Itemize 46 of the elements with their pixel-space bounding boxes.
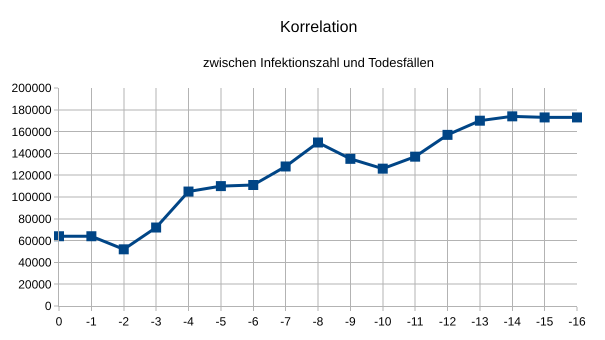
x-tick-label: -4: [183, 314, 194, 328]
point: [86, 231, 96, 242]
x-tick-label: -15: [536, 314, 554, 328]
point: [118, 244, 129, 254]
point: [410, 152, 420, 162]
chart-subtitle: zwischen Infektionszahl und Todesfällen: [203, 55, 434, 70]
point: [378, 164, 388, 174]
y-tick-label: 20000: [18, 277, 52, 292]
point: [345, 154, 356, 164]
y-tick-label: 40000: [18, 256, 52, 270]
y-tick-label: 140000: [12, 146, 52, 161]
point: [151, 222, 162, 233]
x-tick-label: -11: [406, 314, 424, 328]
point: [248, 180, 258, 190]
x-tick-label: -7: [280, 314, 292, 328]
point: [280, 161, 291, 172]
point: [474, 116, 485, 126]
y-tick-label: 100000: [12, 190, 52, 204]
point: [216, 181, 226, 192]
x-tick-label: -5: [216, 314, 227, 328]
y-tick-label: 160000: [12, 124, 52, 139]
x-tick-label: 0: [56, 314, 63, 328]
y-tick-label: 180000: [12, 103, 52, 117]
point: [442, 130, 452, 140]
y-tick-label: 60000: [18, 234, 52, 248]
x-tick-label: -6: [248, 314, 259, 328]
point: [507, 111, 518, 122]
point: [313, 138, 323, 148]
y-tick-label: 0: [44, 299, 52, 314]
point: [184, 186, 194, 197]
x-tick-label: -8: [312, 314, 324, 328]
x-tick-label: -2: [118, 314, 130, 328]
x-tick-label: -10: [374, 314, 392, 328]
point: [572, 112, 582, 122]
y-tick-label: 80000: [18, 212, 52, 226]
y-tick-label: 200000: [12, 81, 52, 96]
x-tick-label: -13: [471, 314, 489, 328]
x-tick-label: -12: [438, 314, 456, 328]
chart-title: Korrelation: [280, 19, 358, 36]
x-tick-label: -1: [86, 314, 98, 328]
x-tick-label: -16: [568, 314, 586, 328]
point: [540, 112, 550, 122]
x-tick-label: -14: [504, 314, 522, 328]
x-tick-label: -3: [150, 314, 162, 328]
x-tick-label: -9: [345, 314, 356, 328]
y-tick-label: 120000: [12, 168, 52, 182]
